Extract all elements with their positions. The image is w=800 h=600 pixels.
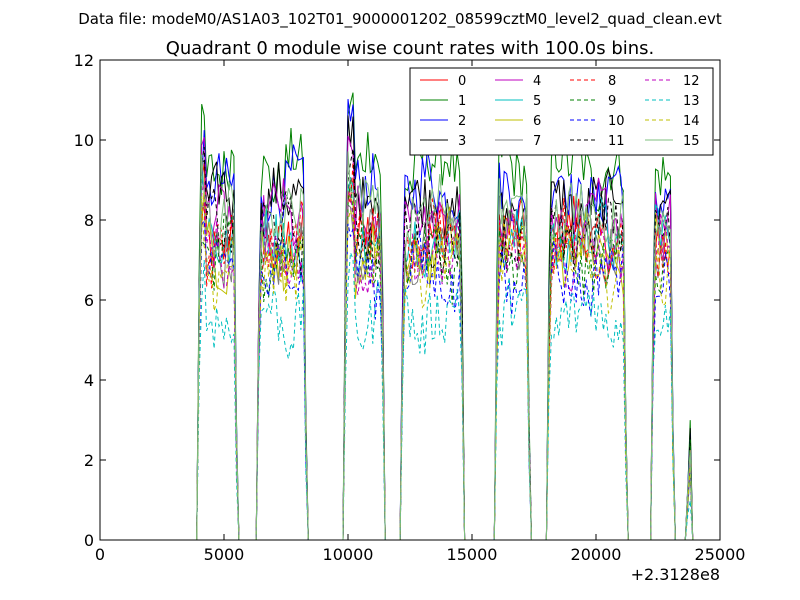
legend-label: 1 [458,94,466,109]
legend-label: 3 [458,134,466,149]
x-tick-label: 10000 [323,545,374,564]
legend-label: 2 [458,114,466,129]
legend-label: 14 [683,114,700,129]
y-tick-label: 6 [84,291,94,310]
legend-label: 11 [608,134,625,149]
legend-label: 5 [533,94,541,109]
legend-label: 15 [683,134,700,149]
series-line-10 [196,219,694,541]
y-tick-label: 8 [84,211,94,230]
legend-label: 4 [533,74,541,89]
y-tick-label: 2 [84,451,94,470]
y-tick-label: 4 [84,371,94,390]
legend-label: 9 [608,94,616,109]
x-tick-label: 0 [95,545,105,564]
x-tick-label: 20000 [571,545,622,564]
y-tick-label: 12 [74,51,94,70]
legend-label: 10 [608,114,625,129]
series-line-14 [196,196,694,541]
chart-title: Quadrant 0 module wise count rates with … [166,38,655,59]
series-line-2 [196,99,694,541]
series-line-11 [196,146,694,541]
x-tick-label: 15000 [447,545,498,564]
x-tick-label: 25000 [695,545,746,564]
legend-box [409,67,714,156]
legend-label: 8 [608,74,616,89]
legend-label: 7 [533,134,541,149]
legend-label: 0 [458,74,466,89]
x-tick-label: 5000 [204,545,245,564]
series-line-3 [196,115,694,541]
series-line-12 [196,182,694,541]
series-line-13 [196,252,694,541]
figure-suptitle: Data file: modeM0/AS1A03_102T01_90000012… [78,10,722,29]
legend-label: 6 [533,114,541,129]
y-tick-label: 0 [84,531,94,550]
legend-label: 13 [683,94,700,109]
y-tick-label: 10 [74,131,94,150]
x-offset-label: +2.3128e8 [631,565,720,584]
legend-label: 12 [683,74,700,89]
plot-frame [99,59,721,541]
series-line-15 [196,151,694,541]
series-layer [196,92,694,541]
